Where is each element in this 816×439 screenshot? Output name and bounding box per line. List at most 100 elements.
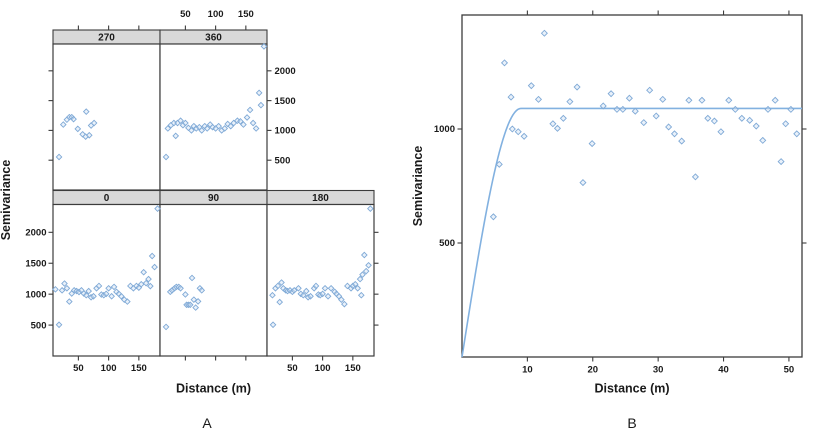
variogram-point — [640, 119, 648, 127]
variogram-point-180 — [341, 300, 348, 308]
facet-strip-label: 270 — [98, 33, 115, 44]
variogram-point — [500, 59, 509, 67]
variogram-point-360 — [257, 101, 265, 109]
y-axis-title: Semivariance — [0, 160, 13, 241]
x-axis-bottom-tick-label: 150 — [345, 363, 361, 374]
variogram-point-360 — [215, 122, 222, 130]
panel-b-caption: B — [627, 415, 637, 431]
variogram-point-360 — [177, 117, 184, 125]
variogram-point-360 — [203, 125, 211, 132]
variogram-point-360 — [227, 122, 235, 130]
x-axis-top-tick-label: 100 — [208, 9, 224, 20]
variogram-point-0 — [151, 263, 158, 271]
variogram-point-0 — [140, 268, 148, 276]
variogram-point-180 — [354, 284, 362, 292]
facet-strip-label: 90 — [208, 193, 220, 204]
x-axis-bottom-tick-label: 50 — [73, 363, 84, 374]
variogram-point-0 — [65, 298, 73, 305]
variogram-point-180 — [310, 284, 318, 292]
variogram-point — [553, 124, 561, 132]
y-axis-title: Semivariance — [411, 146, 425, 227]
variogram-point-270 — [79, 130, 86, 138]
variogram-point — [613, 105, 621, 113]
variogram-point-0 — [146, 282, 154, 290]
variogram-point — [579, 179, 587, 187]
variogram-point — [599, 102, 607, 110]
variogram-point-90 — [162, 323, 170, 331]
variogram-point-0 — [142, 279, 150, 287]
variogram-point — [573, 83, 581, 91]
variogram-point — [659, 95, 667, 103]
x-axis-bottom-tick-label: 50 — [287, 363, 298, 374]
y-axis-left-tick-label: 1000 — [25, 289, 46, 300]
variogram-point-180 — [338, 296, 345, 304]
variogram-point — [759, 136, 767, 144]
variogram-point-180 — [269, 291, 276, 299]
variogram-point — [495, 160, 503, 168]
facet-panel-box — [159, 43, 268, 191]
facet-panel-box — [52, 43, 161, 191]
variogram-point-360 — [260, 43, 268, 50]
variogram-point — [607, 90, 615, 98]
variogram-point — [527, 82, 535, 90]
variogram-point — [508, 125, 516, 133]
variogram-point-180 — [274, 282, 282, 290]
variogram-point-180 — [367, 205, 374, 212]
y-axis-left-tick-label: 1500 — [25, 258, 46, 269]
variogram-point — [534, 95, 543, 103]
variogram-point-180 — [302, 287, 310, 295]
variogram-point-360 — [255, 89, 263, 97]
variogram-point-360 — [252, 125, 260, 132]
x-axis-top-tick-label: 150 — [238, 9, 254, 20]
variogram-point-0 — [102, 290, 110, 298]
variogram-point-360 — [209, 123, 216, 131]
variogram-point — [731, 105, 739, 113]
variogram-point-0 — [55, 321, 63, 329]
variogram-point-180 — [365, 261, 372, 269]
variogram-point-0 — [105, 284, 112, 292]
variogram-point-360 — [172, 132, 180, 140]
variogram-point — [771, 96, 779, 104]
variogram-point-180 — [312, 282, 320, 290]
x-axis-title: Distance (m) — [176, 382, 251, 396]
variogram-point-0 — [75, 288, 83, 296]
variogram-point-90 — [192, 304, 200, 311]
variogram-point-360 — [162, 153, 170, 161]
variogram-point-360 — [179, 121, 187, 129]
variogram-point-270 — [90, 119, 98, 127]
variogram-point-0 — [145, 275, 152, 283]
variogram-point-180 — [327, 284, 335, 292]
variogram-point-0 — [87, 293, 95, 301]
variogram-point-180 — [356, 275, 364, 283]
panel-a-caption: A — [202, 415, 212, 431]
variogram-point-90 — [190, 296, 198, 304]
variogram-point-0 — [63, 284, 71, 292]
variogram-point-360 — [240, 121, 247, 128]
variogram-point — [782, 120, 790, 128]
variogram-point-180 — [360, 251, 368, 259]
variogram-point-90 — [177, 284, 184, 292]
variogram-point-180 — [269, 321, 277, 329]
variogram-point — [752, 122, 760, 130]
variogram-point — [631, 107, 639, 115]
variogram-point-180 — [278, 279, 285, 286]
variogram-point — [514, 128, 522, 136]
variogram-point-90 — [198, 286, 206, 294]
panel-b-fitted-variogram-chart: 10 20 30 40 50 500 1000 Distance (m) Semivarianc… — [411, 10, 807, 396]
variogram-point — [764, 105, 772, 113]
variogram-point — [566, 98, 574, 106]
variogram-point-0 — [58, 286, 66, 294]
x-axis-bottom-tick-label: 150 — [131, 363, 147, 374]
variogram-point-180 — [324, 292, 332, 300]
variogram-point-270 — [70, 115, 77, 123]
variogram-point-360 — [198, 127, 206, 134]
y-axis-tick-label: 500 — [439, 238, 455, 249]
variogram-point — [507, 93, 515, 101]
variogram-point-270 — [59, 121, 67, 128]
variogram-point-360 — [164, 125, 172, 132]
variogram-point — [520, 132, 528, 140]
variogram-point-0 — [110, 283, 118, 291]
variogram-point — [698, 96, 706, 104]
variogram-point — [746, 116, 754, 124]
variogram-point-360 — [246, 106, 254, 114]
